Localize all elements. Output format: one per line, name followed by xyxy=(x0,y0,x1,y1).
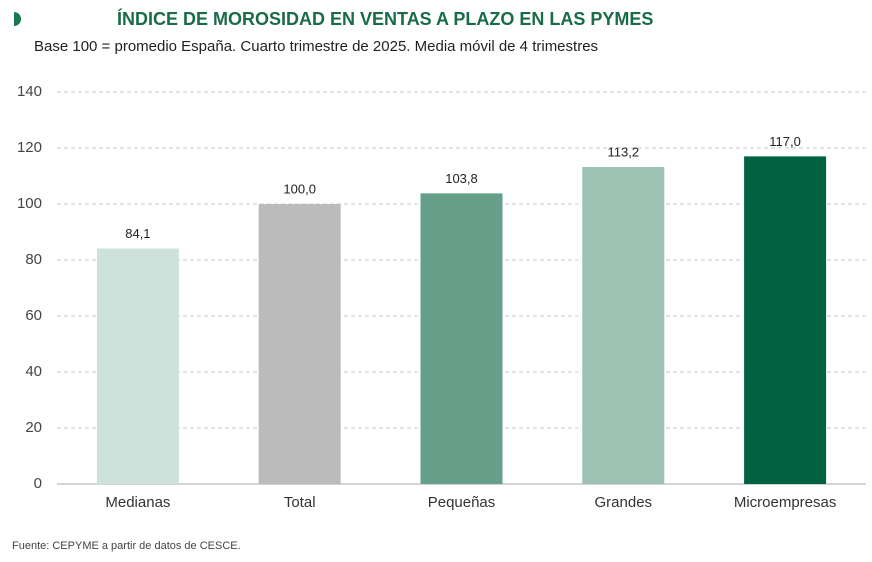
x-tick-label: Grandes xyxy=(595,494,653,511)
value-label: 113,2 xyxy=(608,144,640,159)
bar xyxy=(420,193,503,485)
x-tick-label: Pequeñas xyxy=(428,494,496,511)
value-label: 84,1 xyxy=(125,226,150,241)
y-tick-label: 100 xyxy=(17,195,42,212)
x-tick-label: Medianas xyxy=(105,494,170,511)
value-label: 117,0 xyxy=(769,134,801,149)
y-tick-label: 0 xyxy=(34,475,42,492)
chart-subtitle: Base 100 = promedio España. Cuarto trime… xyxy=(34,38,598,55)
source: Fuente: CEPYME a partir de datos de CESC… xyxy=(12,540,241,552)
bar xyxy=(744,156,827,484)
x-tick-label: Total xyxy=(284,494,316,511)
y-tick-label: 20 xyxy=(25,419,42,436)
y-tick-label: 60 xyxy=(25,307,42,324)
value-label: 103,8 xyxy=(445,171,478,186)
bar xyxy=(582,167,665,485)
value-label: 100,0 xyxy=(283,181,316,196)
chart-title: ÍNDICE DE MOROSIDAD EN VENTAS A PLAZO EN… xyxy=(117,8,653,29)
x-tick-label: Microempresas xyxy=(734,494,837,511)
y-tick-label: 140 xyxy=(17,83,42,100)
y-tick-label: 40 xyxy=(25,363,42,380)
bar xyxy=(258,204,341,484)
bar xyxy=(96,248,179,484)
y-tick-label: 120 xyxy=(17,139,42,156)
title-icon xyxy=(14,12,21,26)
y-tick-label: 80 xyxy=(25,251,42,268)
